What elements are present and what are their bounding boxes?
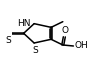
Text: S: S bbox=[32, 46, 38, 55]
Text: OH: OH bbox=[75, 42, 89, 50]
Text: HN: HN bbox=[18, 19, 31, 28]
Text: O: O bbox=[62, 26, 69, 35]
Text: S: S bbox=[6, 36, 11, 45]
